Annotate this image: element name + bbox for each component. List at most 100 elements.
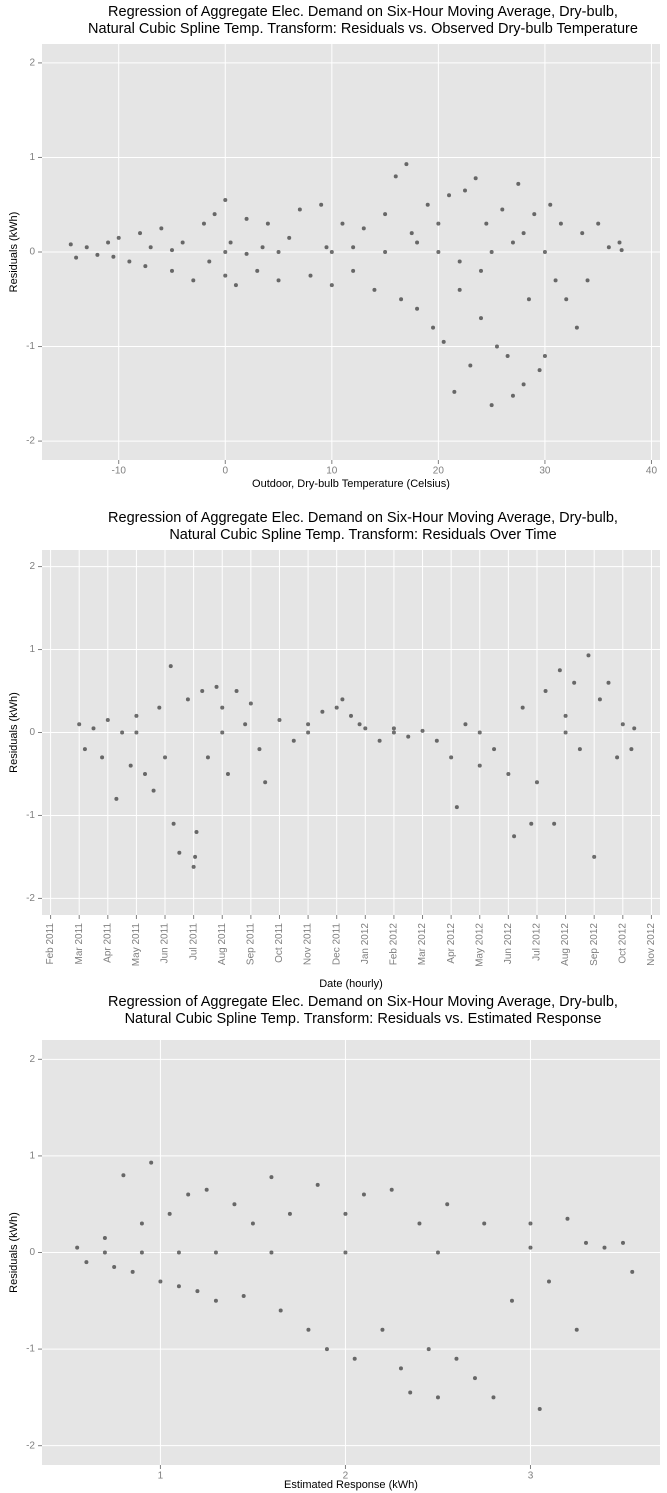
point [177, 850, 182, 855]
point [564, 297, 569, 302]
point [176, 1284, 181, 1289]
y-tick-label: -2 [26, 893, 35, 904]
point [565, 1216, 570, 1221]
point [169, 268, 174, 273]
point [526, 297, 531, 302]
point [349, 713, 353, 718]
point [380, 1327, 385, 1332]
y-axis-title: Residuals (kWh) [8, 1212, 20, 1293]
y-tick-label: 2 [29, 1054, 35, 1065]
y-axis-title: Residuals (kWh) [8, 212, 20, 293]
point [629, 747, 634, 752]
point [105, 718, 110, 723]
x-tick-label: Apr 2011 [102, 923, 113, 963]
point [75, 1245, 80, 1250]
point [361, 226, 366, 231]
point [134, 730, 139, 735]
x-tick-label: Aug 2012 [560, 923, 571, 966]
point [377, 738, 382, 743]
point [225, 771, 230, 776]
point [171, 821, 176, 826]
point [106, 240, 111, 245]
point [620, 1240, 625, 1245]
point [84, 245, 89, 250]
point [148, 245, 153, 250]
point [602, 1245, 607, 1250]
point [287, 235, 292, 240]
x-tick-label: Dec 2011 [331, 923, 342, 966]
point [111, 254, 116, 259]
x-tick-label: Mar 2012 [417, 923, 428, 966]
point [220, 705, 225, 710]
point [102, 1250, 107, 1255]
x-tick-label: Jul 2012 [532, 923, 543, 961]
point [454, 805, 459, 810]
x-axis-title: Estimated Response (kWh) [284, 1479, 418, 1491]
point [425, 202, 430, 207]
point [255, 268, 260, 273]
point [185, 697, 190, 702]
point [409, 231, 414, 236]
point [121, 1173, 126, 1178]
point [159, 226, 164, 231]
point [149, 1160, 154, 1165]
x-tick-label: Aug 2011 [217, 923, 228, 966]
point [521, 382, 526, 387]
point [351, 268, 356, 273]
point [228, 240, 233, 245]
x-axis-title: Outdoor, Dry-bulb Temperature (Celsius) [252, 478, 450, 490]
y-tick-label: 0 [29, 1247, 35, 1258]
point [454, 1356, 459, 1361]
point [435, 1250, 440, 1255]
x-tick-label: Oct 2012 [617, 923, 628, 964]
point [389, 1187, 394, 1192]
x-tick-label: 20 [433, 466, 445, 477]
point [597, 697, 602, 702]
point [191, 864, 196, 869]
point [77, 722, 82, 727]
point [361, 1192, 366, 1197]
point [529, 821, 534, 826]
point [351, 245, 356, 250]
point [214, 684, 219, 689]
point [250, 1221, 255, 1226]
point [168, 664, 173, 669]
point [596, 221, 601, 226]
y-tick-label: -2 [26, 1440, 35, 1451]
point [548, 202, 553, 207]
point [269, 1175, 274, 1180]
point [320, 709, 325, 714]
point [276, 278, 281, 283]
y-tick-label: -2 [26, 436, 35, 447]
point [532, 212, 537, 217]
point [563, 713, 568, 718]
point [404, 162, 409, 167]
x-tick-label: Apr 2012 [446, 923, 457, 964]
point [212, 212, 217, 217]
point [449, 755, 454, 760]
point [233, 283, 238, 288]
point [167, 1211, 172, 1216]
point [343, 1211, 348, 1216]
point [352, 1356, 357, 1361]
x-tick-label: -10 [111, 466, 126, 477]
point [363, 726, 368, 731]
point [193, 854, 198, 859]
point [620, 722, 625, 727]
point [457, 259, 462, 264]
point [186, 1192, 191, 1197]
point [506, 771, 511, 776]
point [324, 1347, 329, 1352]
y-tick-label: 0 [29, 727, 35, 738]
point [243, 722, 248, 727]
point [139, 1250, 144, 1255]
point [477, 730, 482, 735]
point [278, 1308, 283, 1313]
point [537, 368, 542, 373]
point [606, 245, 611, 250]
x-tick-label: Jun 2012 [503, 923, 514, 965]
point [435, 1395, 440, 1400]
point [434, 738, 439, 743]
x-tick-label: 3 [528, 1471, 534, 1482]
point [157, 705, 162, 710]
